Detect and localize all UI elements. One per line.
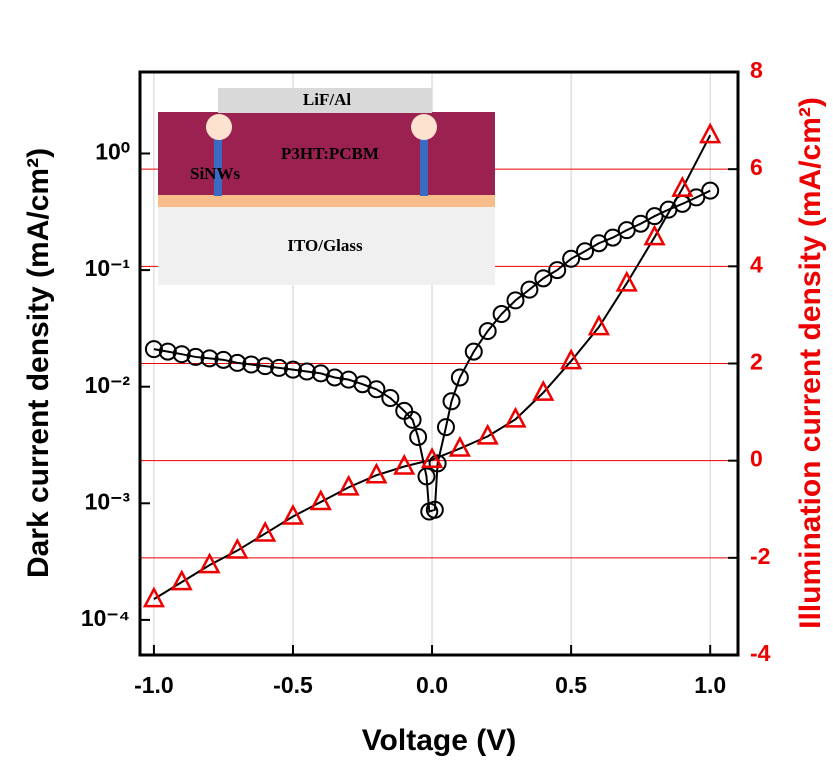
y-tick-label: 10⁻¹: [85, 255, 130, 281]
annotation: SiNWs: [190, 164, 240, 183]
marker: [242, 355, 261, 374]
y-tick-label: 10⁻⁴: [81, 605, 130, 631]
marker: [172, 345, 191, 364]
nanowire: [214, 128, 222, 196]
marker: [367, 380, 386, 399]
y2-tick-label: 2: [750, 349, 763, 375]
nanowire: [420, 128, 428, 196]
marker: [442, 392, 461, 411]
marker: [492, 305, 511, 324]
marker: [534, 269, 553, 288]
marker: [576, 242, 595, 261]
marker: [464, 342, 483, 361]
marker: [381, 388, 400, 407]
marker: [476, 423, 499, 445]
x-tick-label: 1.0: [694, 672, 726, 698]
marker: [158, 342, 177, 361]
x-tick-label: -0.5: [273, 672, 313, 698]
marker: [615, 270, 638, 292]
x-axis-label: Voltage (V): [362, 724, 516, 757]
marker: [144, 340, 163, 359]
marker: [699, 122, 722, 144]
y-axis-label: Dark current density (mA/cm²): [22, 148, 55, 578]
y2-tick-label: -2: [750, 543, 770, 569]
marker: [297, 362, 316, 381]
marker: [436, 418, 455, 437]
marker: [425, 500, 444, 519]
marker: [403, 410, 422, 429]
y2-tick-label: 4: [750, 251, 763, 277]
marker: [200, 349, 219, 368]
marker: [270, 358, 289, 377]
marker: [631, 214, 650, 233]
marker: [448, 435, 471, 457]
y2-tick-label: 0: [750, 446, 763, 472]
marker: [548, 261, 567, 280]
annotation: ITO/Glass: [287, 236, 363, 255]
marker: [506, 291, 525, 310]
marker: [337, 474, 360, 496]
annotation: LiF/Al: [303, 90, 351, 109]
nanowire-tip: [206, 114, 232, 140]
marker: [671, 175, 694, 197]
inset-diagram: LiF/Al P3HT:PCBM SiNWs ITO/Glass: [158, 88, 495, 285]
marker: [309, 489, 332, 511]
y-tick-label: 10⁰: [95, 139, 130, 165]
marker: [643, 224, 666, 246]
marker: [478, 322, 497, 341]
marker: [256, 357, 275, 376]
marker: [393, 453, 416, 475]
marker: [409, 428, 428, 447]
y2-tick-label: 8: [750, 57, 763, 83]
marker: [254, 520, 277, 542]
marker: [186, 347, 205, 366]
x-tick-label: 0.0: [416, 672, 448, 698]
marker: [532, 379, 555, 401]
y-tick-label: 10⁻²: [85, 372, 131, 398]
marker: [450, 368, 469, 387]
marker: [560, 348, 583, 370]
marker: [562, 249, 581, 268]
marker: [420, 447, 444, 468]
marker: [504, 406, 527, 428]
marker: [214, 350, 233, 369]
marker: [603, 228, 622, 247]
marker: [587, 314, 611, 336]
marker: [520, 280, 539, 299]
y2-tick-label: 6: [750, 154, 763, 180]
marker: [142, 586, 165, 608]
y2-tick-label: -4: [750, 640, 771, 666]
marker: [226, 537, 249, 559]
y-tick-label: 10⁻³: [85, 488, 131, 514]
marker: [325, 368, 344, 387]
annotation: P3HT:PCBM: [281, 144, 379, 163]
marker: [365, 462, 388, 484]
series-line: [153, 134, 712, 600]
nanowire-tip: [411, 114, 437, 140]
electrode: [218, 88, 432, 113]
x-tick-label: -1.0: [134, 672, 174, 698]
marker: [283, 360, 302, 379]
marker: [281, 503, 305, 525]
marker: [417, 467, 436, 486]
y2-axis-label: Illumination current density (mA/cm²): [794, 97, 827, 629]
marker: [228, 353, 247, 372]
marker: [198, 552, 221, 574]
marker: [701, 181, 720, 200]
ito-layer: [158, 195, 495, 207]
marker: [428, 454, 447, 473]
x-tick-label: 0.5: [555, 672, 587, 698]
marker: [170, 569, 193, 591]
